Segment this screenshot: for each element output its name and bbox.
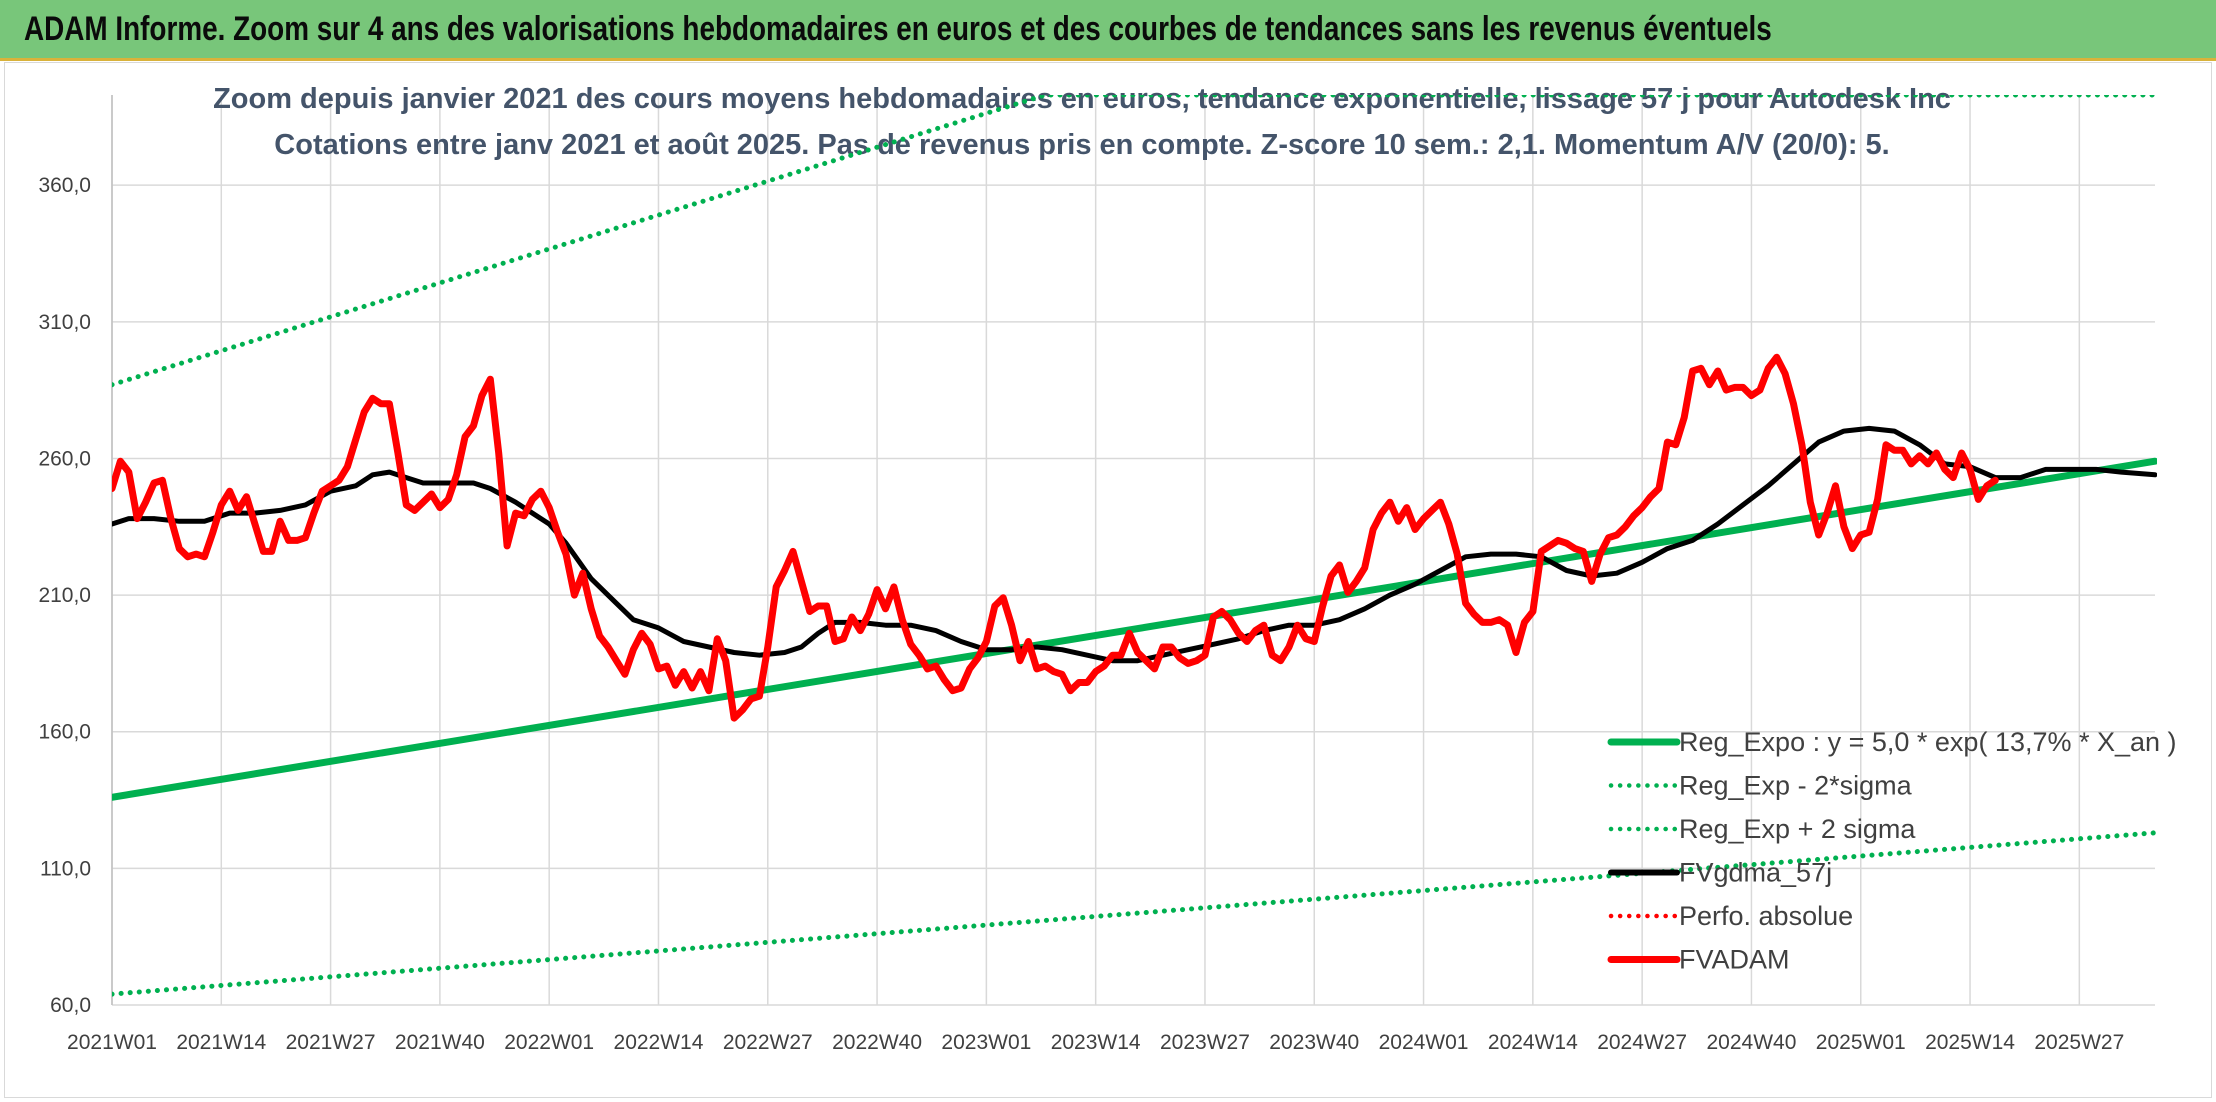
- x-tick-label: 2024W14: [1488, 1031, 1578, 1054]
- y-tick-label: 110,0: [40, 857, 91, 880]
- page-title: ADAM Informe. Zoom sur 4 ans des valoris…: [24, 10, 1772, 48]
- fvgdma-57j-line: [112, 425, 2157, 664]
- x-tick-label: 2024W27: [1597, 1031, 1687, 1054]
- series-layer: [112, 95, 2157, 997]
- axis-labels: 2021W01 2021W14 2021W27 2021W40 2022W01 2022W…: [38, 174, 2124, 1054]
- x-tick-label: 2022W14: [614, 1031, 704, 1054]
- legend-label: FVADAM: [1679, 945, 1790, 975]
- legend-label: Reg_Exp + 2 sigma: [1679, 814, 1916, 844]
- legend-label: Reg_Expo : y = 5,0 * exp( 13,7% * X_an ): [1679, 727, 2177, 757]
- y-tick-label: 310,0: [38, 311, 91, 334]
- x-tick-label: 2021W14: [176, 1031, 266, 1054]
- x-tick-label: 2023W14: [1051, 1031, 1141, 1054]
- legend-label: Perfo. absolue: [1679, 901, 1853, 931]
- y-tick-label: 210,0: [38, 584, 91, 607]
- x-tick-label: 2021W27: [286, 1031, 376, 1054]
- chart-title: Zoom depuis janvier 2021 des cours moyen…: [213, 83, 1951, 115]
- x-tick-label: 2021W01: [67, 1031, 157, 1054]
- chart-subtitle: Cotations entre janv 2021 et août 2025. …: [274, 129, 1889, 161]
- legend-label: FVgdma_57j: [1679, 858, 1832, 888]
- x-tick-label: 2022W27: [723, 1031, 813, 1054]
- x-tick-label: 2023W40: [1269, 1031, 1359, 1054]
- x-tick-label: 2025W14: [1925, 1031, 2015, 1054]
- x-tick-label: 2023W27: [1160, 1031, 1250, 1054]
- y-tick-label: 160,0: [38, 721, 91, 744]
- header-bar: ADAM Informe. Zoom sur 4 ans des valoris…: [0, 0, 2216, 61]
- y-tick-label: 60,0: [50, 994, 91, 1017]
- legend-label: Reg_Exp - 2*sigma: [1679, 771, 1913, 801]
- chart: Zoom depuis janvier 2021 des cours moyen…: [38, 83, 2177, 1054]
- x-tick-label: 2022W01: [504, 1031, 594, 1054]
- x-tick-label: 2024W01: [1379, 1031, 1469, 1054]
- chart-frame: Zoom depuis janvier 2021 des cours moyen…: [4, 62, 2212, 1098]
- legend: Reg_Expo : y = 5,0 * exp( 13,7% * X_an )…: [1607, 727, 2177, 975]
- x-tick-label: 2025W01: [1816, 1031, 1906, 1054]
- y-tick-label: 260,0: [38, 447, 91, 470]
- fvadam-line: [112, 353, 1999, 722]
- x-tick-label: 2025W27: [2034, 1031, 2124, 1054]
- grid: [111, 95, 2155, 1006]
- x-tick-label: 2024W40: [1706, 1031, 1796, 1054]
- y-tick-label: 360,0: [38, 174, 91, 197]
- x-tick-label: 2021W40: [395, 1031, 485, 1054]
- x-tick-label: 2022W40: [832, 1031, 922, 1054]
- x-tick-label: 2023W01: [941, 1031, 1031, 1054]
